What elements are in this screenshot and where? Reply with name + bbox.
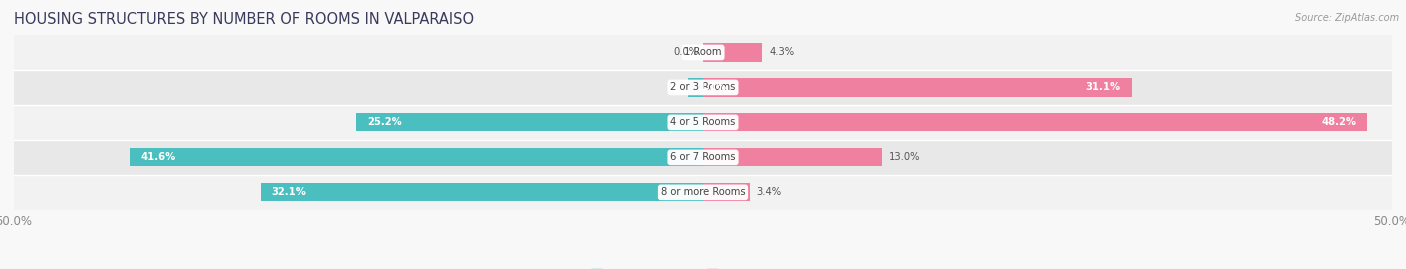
Text: 41.6%: 41.6% [141, 152, 176, 162]
Bar [14, 70, 1392, 105]
Text: 8 or more Rooms: 8 or more Rooms [661, 187, 745, 197]
Text: 1.1%: 1.1% [699, 82, 727, 93]
Text: 1 Room: 1 Room [685, 47, 721, 58]
Bar [703, 43, 762, 62]
Text: 31.1%: 31.1% [1085, 82, 1121, 93]
Text: 32.1%: 32.1% [271, 187, 307, 197]
Bar [703, 113, 1367, 132]
Text: 48.2%: 48.2% [1322, 117, 1357, 128]
Text: 0.0%: 0.0% [673, 47, 699, 58]
Text: 2 or 3 Rooms: 2 or 3 Rooms [671, 82, 735, 93]
Legend: Owner-occupied, Renter-occupied: Owner-occupied, Renter-occupied [586, 264, 820, 269]
Text: 6 or 7 Rooms: 6 or 7 Rooms [671, 152, 735, 162]
Bar [14, 175, 1392, 210]
Bar [356, 113, 703, 132]
Text: Source: ZipAtlas.com: Source: ZipAtlas.com [1295, 13, 1399, 23]
Bar [14, 105, 1392, 140]
Bar [129, 148, 703, 167]
Text: 25.2%: 25.2% [367, 117, 402, 128]
Text: HOUSING STRUCTURES BY NUMBER OF ROOMS IN VALPARAISO: HOUSING STRUCTURES BY NUMBER OF ROOMS IN… [14, 12, 474, 27]
Text: 3.4%: 3.4% [756, 187, 782, 197]
Text: 4 or 5 Rooms: 4 or 5 Rooms [671, 117, 735, 128]
Bar [703, 183, 749, 201]
Bar [688, 78, 703, 97]
Bar [703, 78, 1132, 97]
Text: 4.3%: 4.3% [769, 47, 794, 58]
Bar [703, 148, 882, 167]
Bar [14, 140, 1392, 175]
Text: 13.0%: 13.0% [889, 152, 921, 162]
Bar [260, 183, 703, 201]
Bar [14, 35, 1392, 70]
